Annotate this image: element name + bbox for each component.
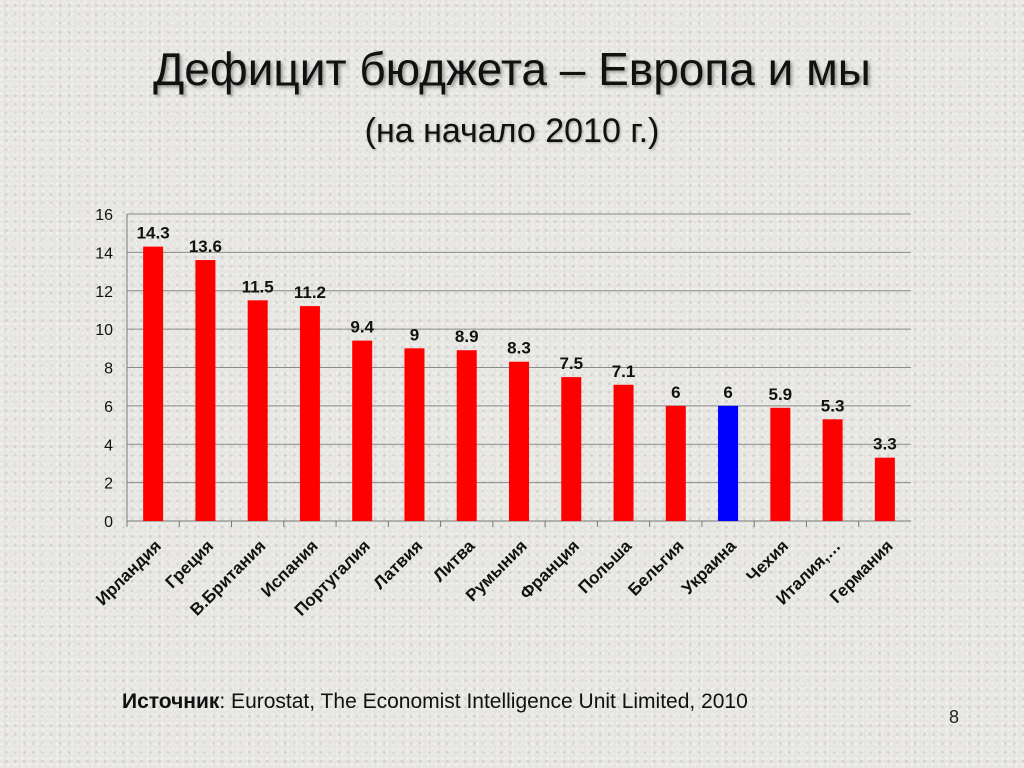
source-label: Источник [122, 690, 220, 713]
y-tick-label: 0 [104, 514, 113, 531]
bar [509, 361, 529, 521]
bar [247, 300, 268, 521]
data-label: 5.9 [769, 385, 793, 404]
bar [143, 246, 164, 521]
data-label: 7.1 [612, 362, 636, 381]
y-tick-label: 16 [95, 207, 113, 224]
category-label: Бельгия [624, 536, 687, 599]
y-tick-label: 6 [104, 399, 113, 416]
y-tick-label: 2 [104, 476, 113, 493]
category-label: Латвия [370, 536, 427, 593]
y-tick-label: 14 [95, 245, 113, 262]
data-label: 13.6 [189, 237, 222, 256]
category-label: Литва [429, 536, 478, 585]
data-label: 7.5 [559, 354, 583, 373]
bar [299, 306, 320, 521]
category-label: Украина [678, 536, 740, 598]
data-label: 6 [723, 383, 732, 402]
source-text: : Eurostat, The Economist Intelligence U… [219, 690, 748, 713]
source-note: Источник: Eurostat, The Economist Intell… [122, 690, 748, 714]
data-label: 9.4 [350, 318, 374, 337]
bar [561, 377, 582, 521]
category-label: Ирландия [92, 536, 165, 609]
data-label: 5.3 [821, 396, 845, 415]
data-label: 11.2 [294, 283, 326, 302]
data-label: 6 [671, 383, 680, 402]
category-label: Чехия [743, 536, 792, 585]
bar [613, 384, 634, 521]
page-number: 8 [949, 707, 960, 727]
bar [822, 419, 843, 521]
bar [456, 350, 477, 521]
bar [352, 340, 373, 521]
y-tick-label: 10 [95, 322, 113, 339]
slide-title: Дефицит бюджета – Европа и мы [153, 43, 871, 95]
slide-subtitle: (на начало 2010 г.) [364, 112, 660, 150]
bar [195, 260, 216, 521]
data-label: 8.3 [507, 339, 531, 358]
data-label: 9 [410, 325, 419, 344]
y-tick-label: 4 [104, 437, 113, 454]
bar [665, 405, 686, 521]
data-label: 14.3 [137, 224, 170, 243]
data-label: 3.3 [873, 435, 897, 454]
bar [770, 407, 791, 521]
bar [718, 405, 739, 521]
y-tick-label: 12 [95, 284, 113, 301]
data-label: 8.9 [455, 327, 479, 346]
bar [404, 348, 425, 521]
bar [874, 457, 895, 521]
data-label: 11.5 [242, 277, 274, 296]
y-tick-label: 8 [104, 361, 113, 378]
